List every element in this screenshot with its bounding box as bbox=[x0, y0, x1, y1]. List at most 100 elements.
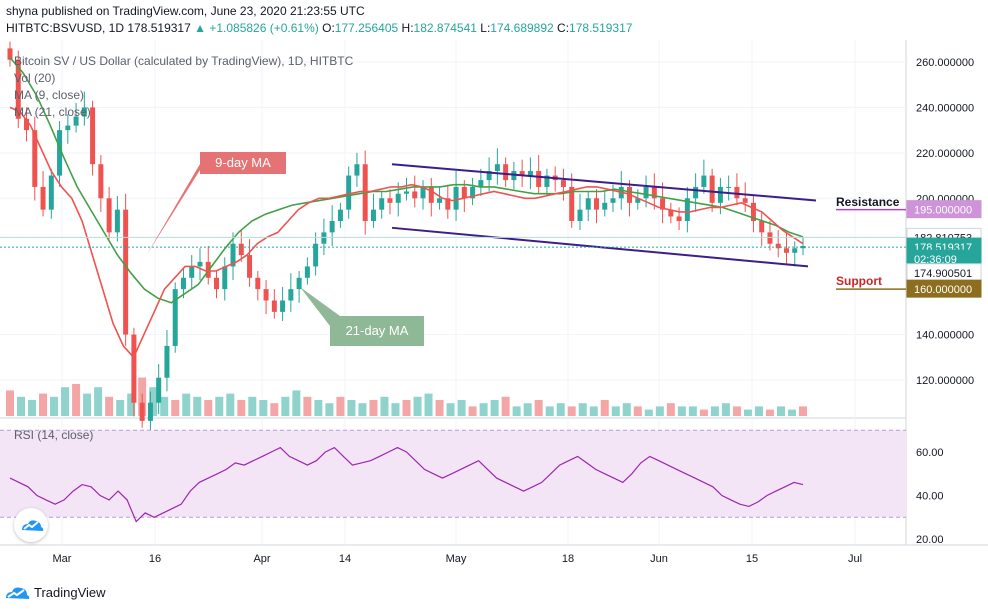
candle-body bbox=[156, 377, 162, 403]
candle-body bbox=[296, 277, 302, 290]
candle-body bbox=[412, 191, 418, 199]
candle-body bbox=[404, 191, 409, 194]
candle-body bbox=[222, 266, 228, 290]
volume-bar bbox=[314, 400, 323, 416]
price-tick-label: 220.000000 bbox=[916, 148, 974, 160]
volume-bar bbox=[589, 406, 598, 416]
time-tick-label: Mar bbox=[53, 553, 72, 565]
candle-body bbox=[503, 164, 509, 181]
candle-body bbox=[643, 186, 649, 199]
candle-body bbox=[709, 175, 715, 203]
cloud-icon bbox=[22, 520, 44, 531]
volume-bar bbox=[380, 396, 389, 416]
volume-bar bbox=[512, 406, 521, 416]
candle-body bbox=[560, 180, 566, 187]
ma9-line bbox=[9, 106, 804, 359]
candle-body bbox=[313, 243, 319, 267]
volume-bar bbox=[50, 396, 59, 416]
volume-bar bbox=[666, 403, 675, 416]
candle-body bbox=[48, 175, 54, 210]
volume-bar bbox=[776, 406, 785, 416]
candle-body bbox=[238, 243, 244, 256]
volume-bar bbox=[457, 400, 466, 416]
candle-body bbox=[494, 164, 500, 172]
price-badge bbox=[906, 279, 982, 298]
candle-body bbox=[544, 175, 550, 187]
candle-body bbox=[602, 202, 608, 210]
volume-bar bbox=[710, 406, 719, 416]
volume-bar bbox=[611, 406, 620, 416]
volume-bar bbox=[259, 400, 268, 416]
ma9-callout: 9-day MA bbox=[146, 152, 286, 256]
candle-body bbox=[684, 198, 690, 221]
volume-bar bbox=[435, 400, 444, 416]
volume-bar bbox=[424, 393, 433, 416]
candle-body bbox=[304, 266, 310, 278]
volume-bar bbox=[105, 396, 114, 416]
rsi-tick-label: 20.00 bbox=[916, 534, 944, 546]
volume-bar bbox=[358, 403, 367, 416]
volume-bar bbox=[193, 396, 202, 416]
time-tick-label: 15 bbox=[746, 553, 758, 565]
volume-bar bbox=[743, 409, 752, 416]
candle-body bbox=[271, 300, 277, 312]
volume-bar bbox=[622, 403, 631, 416]
volume-bar bbox=[127, 393, 136, 416]
ma21-callout-label: 21-day MA bbox=[346, 323, 409, 338]
volume-bar bbox=[402, 400, 411, 416]
candle-body bbox=[486, 171, 492, 181]
ohlc-header: HITBTC:BSVUSD, 1D 178.519317 ▲ +1.085826… bbox=[6, 21, 632, 35]
candle-body bbox=[767, 232, 773, 244]
volume-bar bbox=[446, 403, 455, 416]
volume-bar bbox=[182, 393, 191, 416]
candle-body bbox=[445, 198, 451, 210]
volume-bar bbox=[699, 409, 708, 416]
moving-averages bbox=[9, 56, 804, 359]
volume-bar bbox=[799, 406, 807, 416]
volume-bar bbox=[787, 409, 796, 416]
rsi-line bbox=[9, 446, 804, 523]
time-tick-label: 14 bbox=[339, 553, 351, 565]
volume-bar bbox=[468, 406, 477, 416]
volume-bar bbox=[28, 400, 37, 416]
candle-body bbox=[40, 186, 46, 210]
candle-body bbox=[750, 202, 756, 221]
candle-body bbox=[337, 209, 343, 221]
time-tick-label: Jun bbox=[650, 553, 668, 565]
volume-bar bbox=[83, 393, 92, 416]
candle-body bbox=[783, 248, 789, 253]
volume-bar bbox=[325, 403, 334, 416]
candle-body bbox=[346, 175, 352, 210]
candle-body bbox=[585, 198, 591, 210]
candle-body bbox=[255, 277, 261, 290]
volume-bar bbox=[501, 396, 510, 416]
time-tick-label: May bbox=[446, 553, 467, 565]
candle-body bbox=[90, 107, 96, 165]
time-tick-label: Apr bbox=[253, 553, 270, 565]
candle-body bbox=[395, 193, 401, 203]
candle-body bbox=[742, 198, 748, 203]
candle-body bbox=[387, 198, 393, 203]
tradingview-brand[interactable]: TradingView bbox=[4, 582, 106, 602]
candle-body bbox=[197, 261, 203, 267]
volume-bar bbox=[578, 403, 587, 416]
volume-bar bbox=[72, 384, 81, 416]
volume-bar bbox=[556, 403, 565, 416]
candle-body bbox=[57, 130, 63, 176]
volume-legend: Vol (20) bbox=[14, 71, 56, 85]
candle-body bbox=[800, 245, 806, 249]
candle-body bbox=[329, 221, 335, 233]
high-value: 182.874541 bbox=[413, 21, 477, 35]
tradingview-logo-icon bbox=[6, 587, 30, 599]
candle-body bbox=[519, 171, 525, 176]
candle-body bbox=[98, 164, 104, 199]
time-tick-label: Jul bbox=[848, 553, 862, 565]
volume-bar bbox=[248, 396, 257, 416]
low-value: 174.689892 bbox=[490, 21, 554, 35]
volume-bar bbox=[479, 403, 488, 416]
price-tick-label: 120.000000 bbox=[916, 375, 974, 387]
candle-body bbox=[81, 107, 87, 117]
candle-body bbox=[288, 289, 294, 301]
candle-body bbox=[610, 198, 616, 203]
